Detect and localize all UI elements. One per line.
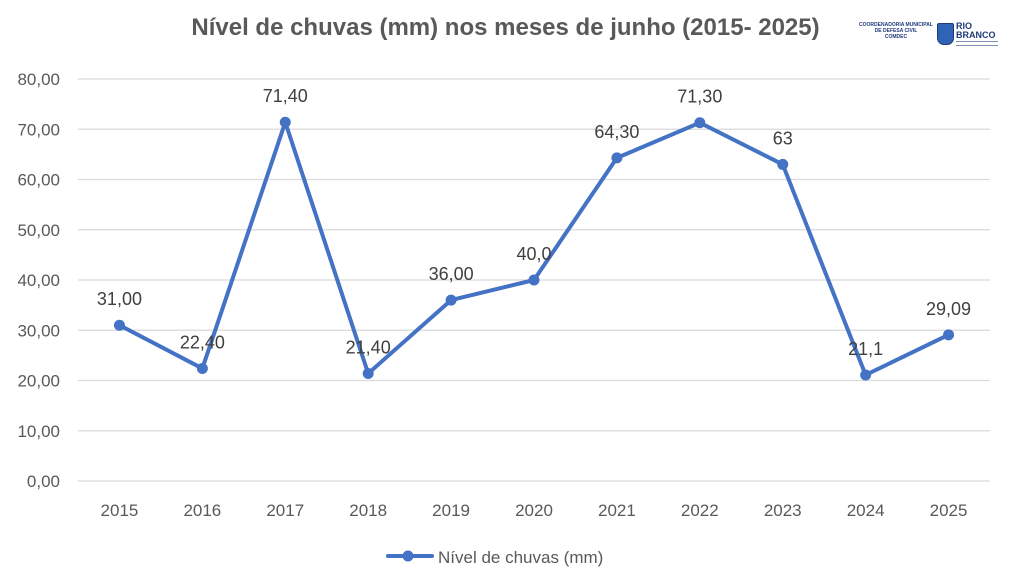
rio-branco-logo-line2: BRANCO <box>956 30 996 40</box>
data-label: 40,0 <box>516 244 551 264</box>
rio-branco-logo-text: RIO BRANCO <box>956 22 996 40</box>
y-tick-label: 40,00 <box>17 271 60 290</box>
data-label: 64,30 <box>594 122 639 142</box>
data-point <box>694 117 706 129</box>
data-label: 22,40 <box>180 332 225 352</box>
data-point <box>279 116 291 128</box>
data-point <box>196 362 208 374</box>
comdec-logo-line2: DE DEFESA CIVIL <box>874 28 918 34</box>
data-label: 31,00 <box>97 289 142 309</box>
data-point <box>943 329 955 341</box>
y-tick-label: 10,00 <box>17 422 60 441</box>
x-tick-label: 2018 <box>349 501 387 520</box>
data-point <box>777 158 789 170</box>
x-tick-label: 2015 <box>101 501 139 520</box>
x-tick-label: 2019 <box>432 501 470 520</box>
data-label: 63 <box>773 128 793 148</box>
x-tick-label: 2024 <box>847 501 885 520</box>
data-label: 29,09 <box>926 299 971 319</box>
data-point <box>362 367 374 379</box>
y-tick-label: 0,00 <box>27 472 60 491</box>
comdec-logo: COORDENADORIA MUNICIPAL DE DEFESA CIVIL … <box>856 22 936 40</box>
data-label: 21,40 <box>346 337 391 357</box>
data-point <box>528 274 540 286</box>
data-label: 21,1 <box>848 339 883 359</box>
rio-branco-logo-rule <box>956 41 998 46</box>
rio-branco-logo: RIO BRANCO <box>937 22 999 46</box>
x-tick-label: 2025 <box>930 501 968 520</box>
x-tick-label: 2020 <box>515 501 553 520</box>
x-tick-label: 2023 <box>764 501 802 520</box>
x-tick-label: 2017 <box>266 501 304 520</box>
y-tick-label: 80,00 <box>17 70 60 89</box>
data-label: 71,30 <box>677 87 722 107</box>
y-tick-label: 30,00 <box>17 321 60 340</box>
chart-title: Nível de chuvas (mm) nos meses de junho … <box>191 14 820 41</box>
data-label: 71,40 <box>263 86 308 106</box>
data-point <box>611 152 623 164</box>
data-point <box>113 319 125 331</box>
data-point <box>445 294 457 306</box>
comdec-logo-line3: COMDEC <box>884 34 908 40</box>
x-tick-label: 2021 <box>598 501 636 520</box>
data-point <box>860 369 872 381</box>
data-label: 36,00 <box>429 264 474 284</box>
shield-icon <box>937 23 954 45</box>
y-tick-label: 70,00 <box>17 120 60 139</box>
x-tick-label: 2022 <box>681 501 719 520</box>
y-tick-label: 60,00 <box>17 171 60 190</box>
legend-label: Nível de chuvas (mm) <box>438 548 603 567</box>
legend-marker-icon <box>402 550 414 562</box>
comdec-logo-line1: COORDENADORIA MUNICIPAL <box>859 22 933 28</box>
rio-branco-logo-line1: RIO <box>956 21 973 31</box>
y-tick-label: 50,00 <box>17 221 60 240</box>
x-tick-label: 2016 <box>183 501 221 520</box>
y-tick-label: 20,00 <box>17 372 60 391</box>
